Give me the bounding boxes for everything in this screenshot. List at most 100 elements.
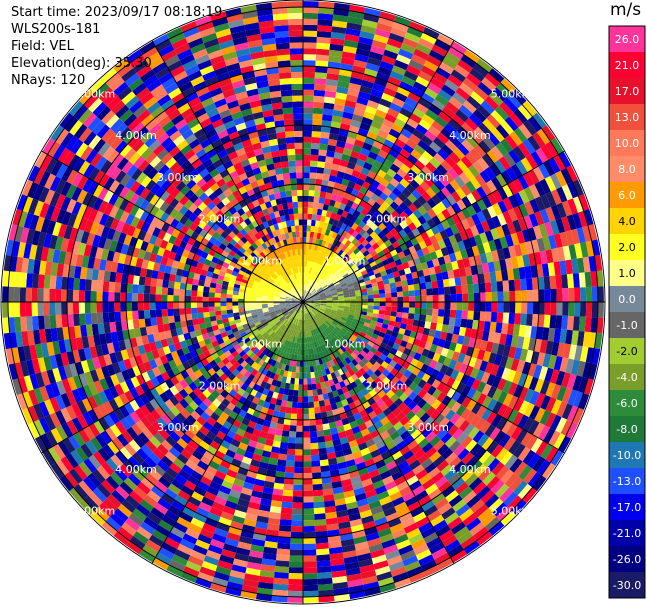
velocity-gate bbox=[476, 186, 487, 199]
velocity-gate bbox=[283, 483, 294, 491]
velocity-gate bbox=[399, 107, 413, 119]
velocity-gate bbox=[327, 249, 333, 256]
velocity-gate bbox=[332, 279, 339, 285]
velocity-gate bbox=[367, 184, 377, 194]
velocity-gate bbox=[382, 158, 393, 169]
velocity-gate bbox=[319, 137, 329, 145]
velocity-gate bbox=[358, 220, 367, 229]
velocity-gate bbox=[421, 166, 433, 177]
velocity-gate bbox=[313, 275, 318, 282]
velocity-gate bbox=[383, 173, 394, 183]
velocity-gate bbox=[379, 297, 386, 302]
velocity-gate bbox=[125, 302, 133, 312]
velocity-gate bbox=[465, 152, 478, 165]
velocity-gate bbox=[319, 233, 325, 241]
velocity-gate bbox=[473, 86, 489, 101]
velocity-gate bbox=[356, 96, 369, 106]
velocity-gate bbox=[7, 302, 15, 318]
velocity-gate bbox=[437, 279, 444, 288]
velocity-gate bbox=[420, 308, 427, 315]
velocity-gate bbox=[303, 113, 313, 120]
velocity-gate bbox=[303, 596, 319, 603]
velocity-gate bbox=[304, 290, 307, 297]
velocity-gate bbox=[373, 174, 384, 184]
velocity-gate bbox=[439, 263, 448, 273]
velocity-gate bbox=[102, 281, 110, 292]
velocity-gate bbox=[332, 245, 339, 253]
velocity-gate bbox=[391, 143, 403, 154]
velocity-gate bbox=[306, 293, 312, 298]
velocity-gate bbox=[344, 225, 352, 233]
velocity-gate bbox=[460, 219, 471, 230]
velocity-gate bbox=[406, 278, 414, 286]
velocity-gate bbox=[321, 227, 327, 235]
velocity-gate bbox=[303, 449, 311, 456]
velocity-gate bbox=[449, 179, 461, 191]
velocity-gate bbox=[156, 316, 164, 326]
velocity-gate bbox=[202, 291, 210, 298]
velocity-gate bbox=[307, 390, 313, 397]
velocity-gate bbox=[440, 247, 449, 257]
velocity-gate bbox=[399, 274, 407, 282]
velocity-gate bbox=[322, 267, 328, 274]
velocity-gate bbox=[378, 266, 386, 273]
velocity-gate bbox=[492, 87, 508, 102]
velocity-gate bbox=[290, 419, 297, 426]
velocity-gate bbox=[486, 114, 501, 129]
velocity-gate bbox=[303, 590, 319, 597]
velocity-gate bbox=[341, 178, 350, 187]
velocity-gate bbox=[339, 280, 347, 286]
velocity-gate bbox=[327, 242, 333, 250]
velocity-gate bbox=[320, 465, 330, 473]
velocity-gate bbox=[348, 261, 356, 268]
velocity-gate bbox=[185, 302, 192, 309]
velocity-gate bbox=[496, 312, 504, 323]
velocity-gate bbox=[329, 265, 335, 272]
velocity-gate bbox=[344, 167, 354, 176]
velocity-gate bbox=[358, 36, 374, 46]
velocity-gate bbox=[503, 291, 510, 302]
velocity-gate bbox=[373, 226, 382, 235]
velocity-gate bbox=[386, 168, 397, 178]
velocity-gate bbox=[317, 13, 334, 21]
velocity-gate bbox=[382, 209, 391, 219]
velocity-gate bbox=[317, 257, 323, 265]
velocity-gate bbox=[346, 249, 354, 257]
velocity-gate bbox=[412, 199, 423, 210]
velocity-gate bbox=[410, 164, 422, 175]
velocity-gate bbox=[330, 193, 338, 201]
velocity-gate bbox=[384, 288, 391, 294]
velocity-gate bbox=[377, 250, 385, 258]
velocity-gate bbox=[324, 90, 337, 98]
velocity-gate bbox=[561, 274, 569, 289]
velocity-gate bbox=[465, 180, 477, 193]
velocity-gate bbox=[303, 431, 311, 438]
velocity-gate bbox=[353, 183, 362, 192]
velocity-gate bbox=[334, 201, 342, 209]
velocity-gate bbox=[343, 105, 355, 114]
velocity-gate bbox=[344, 264, 351, 271]
velocity-gate bbox=[90, 279, 98, 292]
velocity-gate bbox=[84, 302, 91, 314]
velocity-gate bbox=[226, 305, 233, 310]
velocity-gate bbox=[55, 289, 62, 302]
velocity-gate bbox=[238, 302, 245, 306]
velocity-gate bbox=[441, 208, 452, 220]
velocity-gate bbox=[43, 288, 50, 302]
velocity-gate bbox=[454, 277, 462, 286]
velocity-gate bbox=[392, 271, 400, 278]
velocity-gate bbox=[491, 250, 500, 262]
velocity-gate bbox=[446, 244, 455, 255]
velocity-gate bbox=[332, 260, 339, 267]
velocity-gate bbox=[179, 308, 186, 315]
velocity-gate bbox=[308, 407, 315, 414]
velocity-gate bbox=[472, 63, 489, 78]
velocity-gate bbox=[319, 265, 324, 272]
velocity-gate bbox=[364, 263, 372, 270]
velocity-gate bbox=[289, 555, 303, 562]
velocity-gate bbox=[244, 298, 250, 302]
velocity-gate bbox=[470, 177, 482, 190]
velocity-gate bbox=[369, 250, 378, 257]
velocity-gate bbox=[308, 298, 315, 301]
velocity-gate bbox=[317, 202, 324, 210]
